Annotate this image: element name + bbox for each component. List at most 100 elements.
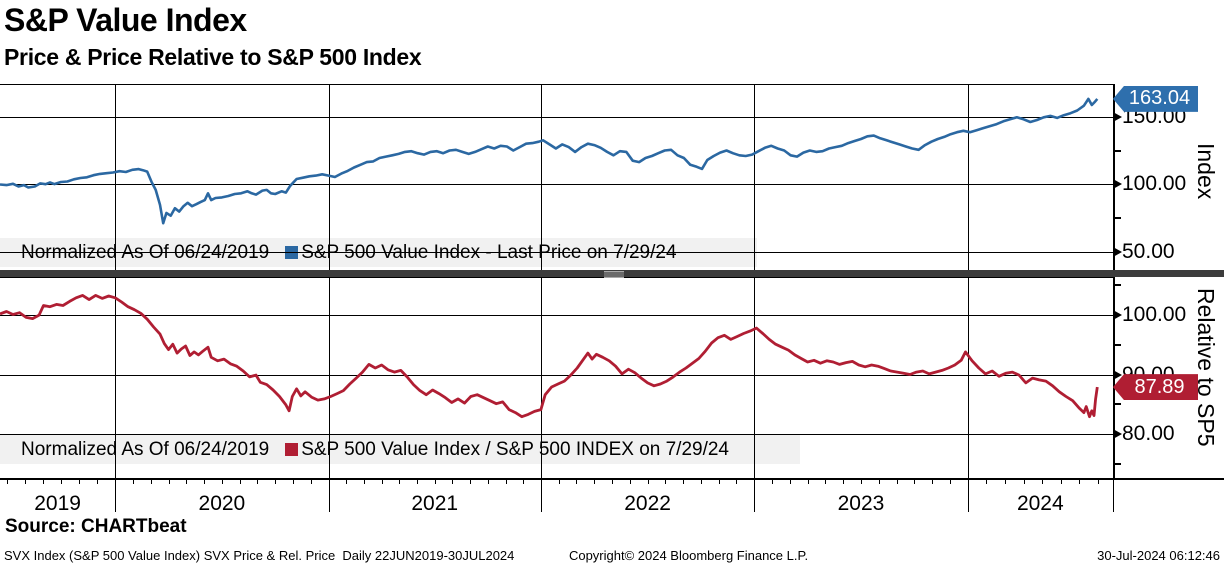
y-axis-tick-label: 50.00 xyxy=(1122,240,1175,264)
x-axis-month-tick xyxy=(576,478,578,484)
x-axis-month-tick xyxy=(896,478,898,484)
x-axis-month-tick xyxy=(1079,478,1081,484)
x-axis-month-tick xyxy=(275,478,277,484)
x-axis-month-tick xyxy=(949,478,951,484)
y-axis-tick-label: 100.00 xyxy=(1122,172,1187,196)
x-axis-month-tick xyxy=(683,478,685,484)
relative-series-swatch-icon xyxy=(285,443,299,456)
x-axis-month-tick xyxy=(310,478,312,484)
y-axis-tick-label: 80.00 xyxy=(1122,421,1175,445)
y-axis-minor-tick xyxy=(1113,403,1121,406)
year-gridline xyxy=(115,277,117,478)
x-axis-month-tick xyxy=(257,478,259,484)
x-axis-line xyxy=(0,478,1224,480)
relative-last-value: 87.89 xyxy=(1134,375,1185,398)
y-axis-major-tick-icon xyxy=(1113,369,1122,380)
price-axis-title: Index xyxy=(1193,143,1219,200)
price-last-value-badge: 163.04 xyxy=(1113,85,1198,112)
x-axis-year-label: 2024 xyxy=(1016,492,1064,515)
x-axis-month-tick xyxy=(204,478,206,484)
year-gridline xyxy=(754,84,756,270)
x-axis-month-tick xyxy=(434,478,436,484)
x-axis-month-tick xyxy=(346,478,348,484)
year-gridline xyxy=(967,84,969,270)
panel-divider-grip-icon[interactable] xyxy=(604,271,624,278)
x-axis-month-tick xyxy=(612,478,614,484)
x-axis-month-tick xyxy=(986,478,988,484)
value-gridline xyxy=(0,116,1113,118)
x-axis-month-tick xyxy=(452,478,454,484)
x-axis-month-tick xyxy=(1004,478,1006,484)
x-axis-year-label: 2023 xyxy=(837,492,885,515)
lower-panel-top-border xyxy=(0,277,1113,278)
value-gridline xyxy=(0,184,1113,186)
y-axis-minor-tick xyxy=(1113,284,1121,287)
x-axis-month-tick xyxy=(186,478,188,484)
relative-line-series xyxy=(0,294,1099,419)
x-axis-month-tick xyxy=(825,478,827,484)
y-axis-major-tick-icon xyxy=(1113,247,1122,258)
year-gridline xyxy=(540,277,542,478)
x-axis-month-tick xyxy=(168,478,170,484)
x-axis-month-tick xyxy=(6,478,8,484)
x-axis-month-tick xyxy=(629,478,631,484)
relative-axis-title: Relative to SP5 xyxy=(1193,288,1219,447)
price-line-series xyxy=(0,97,1099,225)
x-axis-month-tick xyxy=(470,478,472,484)
x-axis-month-tick xyxy=(914,478,916,484)
footer-timestamp: 30-Jul-2024 06:12:46 xyxy=(1097,548,1220,563)
footer-copyright: Copyright© 2024 Bloomberg Finance L.P. xyxy=(568,548,809,563)
x-axis-month-tick xyxy=(60,478,62,484)
value-gridline xyxy=(0,252,1113,254)
x-axis-month-tick xyxy=(417,478,419,484)
x-axis-month-tick xyxy=(399,478,401,484)
x-axis-month-tick xyxy=(1060,478,1062,484)
x-axis-month-tick xyxy=(363,478,365,484)
y-axis-tick-label: 100.00 xyxy=(1122,303,1187,327)
x-axis-month-tick xyxy=(932,478,934,484)
x-axis-year-tick xyxy=(540,478,542,512)
x-axis-year-label: 2022 xyxy=(624,492,671,515)
y-axis-minor-tick xyxy=(1113,217,1121,220)
x-axis-year-tick xyxy=(115,478,117,512)
x-axis-year-label: 2019 xyxy=(34,492,81,515)
year-gridline xyxy=(754,277,756,478)
x-axis-month-tick xyxy=(132,478,134,484)
legend-normalized-text: Normalized As Of 06/24/2019 xyxy=(21,241,270,263)
source-line: Source: CHARTbeat xyxy=(5,516,187,537)
x-axis-month-tick xyxy=(807,478,809,484)
x-axis-month-tick xyxy=(772,478,774,484)
y-axis-minor-tick xyxy=(1113,149,1121,152)
x-axis-month-tick xyxy=(878,478,880,484)
x-axis-month-tick xyxy=(594,478,596,484)
x-axis-year-label: 2020 xyxy=(198,492,246,515)
y-axis-major-tick-icon xyxy=(1113,428,1122,439)
x-axis-month-tick xyxy=(736,478,738,484)
year-gridline xyxy=(328,277,330,478)
x-axis-end-tick xyxy=(1113,478,1114,512)
x-axis-month-tick xyxy=(239,478,241,484)
x-axis-month-tick xyxy=(789,478,791,484)
x-axis-month-tick xyxy=(860,478,862,484)
x-axis-month-tick xyxy=(381,478,383,484)
value-gridline xyxy=(0,433,1113,435)
price-last-value: 163.04 xyxy=(1128,87,1191,110)
x-axis-month-tick xyxy=(97,478,99,484)
y-axis-major-tick-icon xyxy=(1113,310,1122,321)
footer-ticker-description: SVX Index (S&P 500 Value Index) SVX Pric… xyxy=(4,548,515,563)
relative-last-value-badge: 87.89 xyxy=(1113,374,1198,401)
panel-divider xyxy=(0,270,1224,278)
x-axis-month-tick xyxy=(523,478,525,484)
value-gridline xyxy=(0,315,1113,317)
right-axis-line xyxy=(1113,84,1115,479)
x-axis-month-tick xyxy=(843,478,845,484)
plot-area[interactable] xyxy=(0,84,1113,479)
y-axis-major-tick-icon xyxy=(1113,179,1122,190)
x-axis-month-tick xyxy=(718,478,720,484)
x-axis-month-tick xyxy=(1023,478,1025,484)
x-axis-month-tick xyxy=(487,478,489,484)
x-axis-year-tick xyxy=(328,478,330,512)
y-axis-minor-tick xyxy=(1113,343,1121,346)
x-axis-month-tick xyxy=(1098,478,1100,484)
